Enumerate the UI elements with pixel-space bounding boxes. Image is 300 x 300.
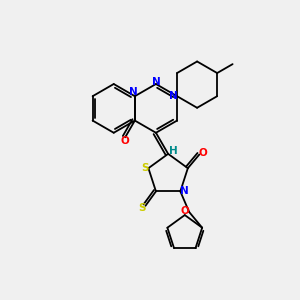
Text: O: O	[121, 136, 130, 146]
Text: S: S	[141, 163, 148, 173]
Text: N: N	[129, 87, 138, 97]
Text: O: O	[199, 148, 207, 158]
Text: S: S	[138, 203, 146, 213]
Text: N: N	[179, 186, 188, 197]
Text: N: N	[169, 91, 177, 101]
Text: O: O	[180, 206, 189, 216]
Text: H: H	[169, 146, 178, 156]
Text: N: N	[152, 76, 160, 87]
